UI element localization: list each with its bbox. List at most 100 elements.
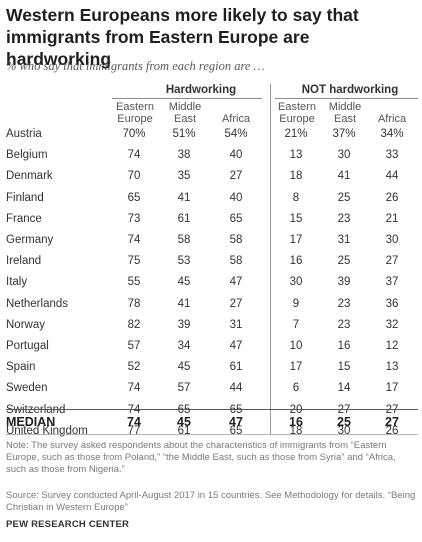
value-cell: 30 [385,234,399,246]
value-cell: 70% [122,128,146,140]
value-cell: 77 [127,424,141,437]
value-cell: 30 [337,149,351,162]
value-cell: 37% [332,128,356,140]
value-cell: 61 [177,424,191,437]
value-cell: 45 [177,276,191,289]
column-header: Africa [377,113,407,125]
value-cell: 26 [385,424,399,437]
group-header-hardworking: Hardworking [165,84,237,96]
value-cell: 23 [337,297,351,310]
value-cell: 17 [385,382,399,395]
value-cell: 65 [229,212,243,225]
value-cell: 75 [127,255,141,268]
value-cell: 27 [229,170,243,183]
value-cell: 16 [289,255,303,268]
table-row: Spain 52 45 61 17 15 13 [6,356,418,378]
brand-logo-text: PEW RESEARCH CENTER [6,519,130,530]
table-row: Norway 82 39 31 7 23 32 [6,314,418,336]
table-row: Italy 55 45 47 30 39 37 [6,271,418,293]
value-cell: 74 [127,234,141,246]
country-label: France [6,212,42,225]
value-cell: 8 [292,191,300,204]
country-label: Spain [6,361,36,374]
value-cell: 23 [337,318,351,331]
table-row: Finland 65 41 40 8 25 26 [6,187,418,209]
bottom-rule [6,434,418,435]
value-cell: 37 [385,276,399,289]
country-label: Ireland [6,255,42,268]
column-header: Africa [221,113,251,125]
median-label: MEDIAN [6,415,56,429]
value-cell: 17 [289,234,303,246]
value-cell: 55 [127,276,141,289]
value-cell: 21 [385,212,399,225]
value-cell: 51% [172,128,196,140]
value-cell: 32 [385,318,399,331]
value-cell: 17 [289,361,303,374]
country-label: Denmark [6,170,53,183]
value-cell: 15 [289,212,303,225]
table-row: Netherlands 78 41 27 9 23 36 [6,293,418,315]
median-rule [6,409,418,410]
country-label: Sweden [6,382,48,395]
value-cell: 39 [177,318,191,331]
value-cell: 41 [337,170,351,183]
value-cell: 47 [229,415,243,429]
country-label: Belgium [6,149,48,162]
value-cell: 57 [177,382,191,395]
table-row: France 73 61 65 15 23 21 [6,208,418,230]
value-cell: 27 [385,255,399,268]
country-label: Norway [6,318,45,331]
group-underline-hardworking [112,98,262,99]
country-label: Netherlands [6,297,69,310]
value-cell: 53 [177,255,191,268]
table-row: Germany 74 58 58 17 31 30 [6,229,418,251]
table-row: Ireland 75 53 58 16 25 27 [6,250,418,272]
value-cell: 23 [337,212,351,225]
value-cell: 10 [289,340,303,352]
value-cell: 15 [337,361,351,374]
column-header: Eastern Europe [278,101,316,125]
value-cell: 39 [337,276,351,289]
value-cell: 40 [229,191,243,204]
value-cell: 41 [177,297,191,310]
country-label: Finland [6,191,44,204]
value-cell: 25 [337,255,351,268]
group-header-not-hardworking: NOT hardworking [301,84,399,96]
value-cell: 31 [229,318,243,331]
value-cell: 52 [127,361,141,374]
value-cell: 35 [177,170,191,183]
value-cell: 74 [127,149,141,162]
value-cell: 18 [289,424,303,437]
value-cell: 13 [385,361,399,374]
value-cell: 47 [229,276,243,289]
column-header: Eastern Europe [116,101,154,125]
value-cell: 30 [289,276,303,289]
value-cell: 58 [229,234,243,246]
value-cell: 16 [337,340,351,352]
value-cell: 44 [229,382,243,395]
value-cell: 12 [385,340,399,352]
country-label: Germany [6,234,54,246]
value-cell: 54% [224,128,248,140]
value-cell: 31 [337,234,351,246]
value-cell: 21% [284,128,308,140]
value-cell: 78 [127,297,141,310]
value-cell: 58 [229,255,243,268]
value-cell: 44 [385,170,399,183]
value-cell: 25 [337,415,351,429]
column-header: Middle East [168,101,202,125]
country-label: Portugal [6,340,49,352]
value-cell: 27 [385,415,399,429]
table-row: Belgium 74 38 40 13 30 33 [6,144,418,166]
value-cell: 47 [229,340,243,352]
column-header: Middle East [328,101,362,125]
value-cell: 34 [177,340,191,352]
value-cell: 6 [292,382,300,395]
value-cell: 65 [229,424,243,437]
value-cell: 61 [177,212,191,225]
table-row: Austria 70% 51% 54% 21% 37% 34% [6,123,418,145]
value-cell: 7 [292,318,300,331]
value-cell: 61 [229,361,243,374]
table-row: Denmark 70 35 27 18 41 44 [6,165,418,187]
